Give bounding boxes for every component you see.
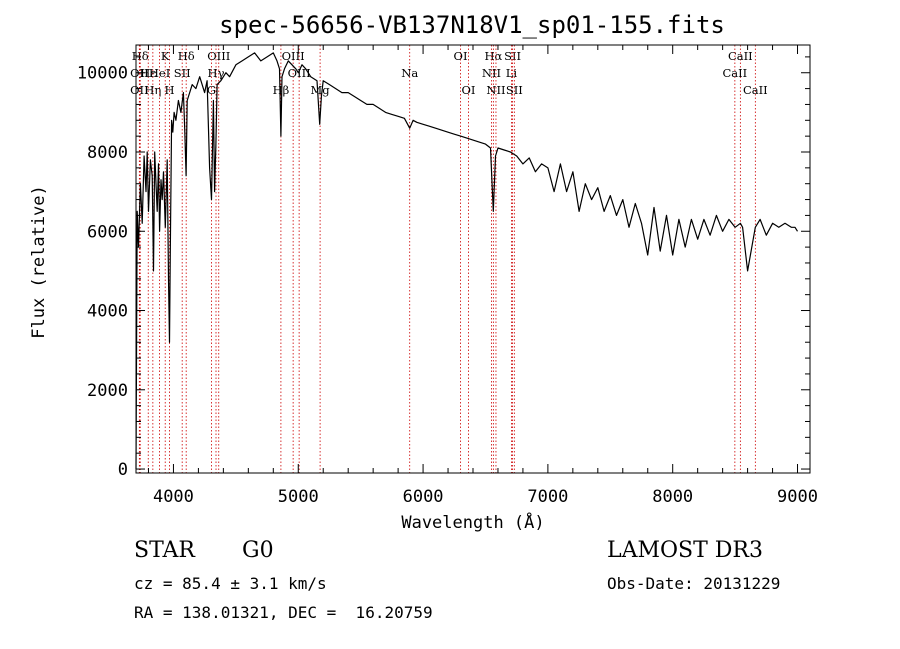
- marker-label: H: [165, 83, 175, 97]
- object-subclass: G0: [242, 538, 274, 563]
- marker-label: OIII: [207, 49, 230, 63]
- marker-label: Hε: [140, 66, 156, 80]
- marker-label: OI: [454, 49, 468, 63]
- x-tick-label: 7000: [527, 487, 568, 507]
- x-tick-label: 6000: [403, 487, 444, 507]
- marker-label: HeI: [149, 66, 170, 80]
- marker-label: OIII: [282, 49, 305, 63]
- redshift-info: cz = 85.4 ± 3.1 km/s: [134, 574, 327, 593]
- y-tick-label: 6000: [87, 222, 128, 242]
- marker-label: Li: [506, 66, 518, 80]
- x-tick-label: 4000: [153, 487, 194, 507]
- y-axis-label: Flux (relative): [29, 185, 49, 339]
- observation-date: Obs-Date: 20131229: [607, 574, 781, 593]
- y-tick-label: 2000: [87, 381, 128, 401]
- chart-title: spec-56656-VB137N18V1_sp01-155.fits: [219, 11, 725, 39]
- marker-label: SII: [504, 49, 521, 63]
- marker-label: OII: [130, 83, 149, 97]
- marker-label: K: [161, 49, 170, 63]
- marker-label: Hη: [144, 83, 161, 97]
- marker-label: Hβ: [273, 83, 290, 97]
- marker-label: Hδ: [178, 49, 195, 63]
- coordinates: RA = 138.01321, DEC = 16.20759: [134, 603, 433, 622]
- y-tick-label: 8000: [87, 143, 128, 163]
- marker-label: Hδ: [132, 49, 149, 63]
- plot-frame: [135, 44, 811, 474]
- marker-label: CaII: [722, 66, 747, 80]
- marker-label: OIII: [288, 66, 311, 80]
- spectrum-line: [135, 52, 799, 470]
- y-tick-label: 0: [118, 460, 128, 480]
- marker-label: SII: [174, 66, 191, 80]
- x-tick-label: 9000: [777, 487, 818, 507]
- marker-label: OI: [462, 83, 476, 97]
- marker-label: Na: [401, 66, 418, 80]
- marker-label: Hα: [484, 49, 502, 63]
- survey-name: LAMOST DR3: [607, 538, 763, 563]
- marker-label: NII: [486, 83, 505, 97]
- x-tick-label: 8000: [652, 487, 693, 507]
- marker-label: CaII: [743, 83, 768, 97]
- axis-ticks: 4000 5000 6000 7000 8000 9000 0 2000 4000 6000 800…: [77, 45, 818, 507]
- marker-label: CaII: [728, 49, 753, 63]
- x-axis-label: Wavelength (Å): [401, 511, 544, 533]
- marker-label: G: [207, 83, 216, 97]
- marker-label: SII: [506, 83, 523, 97]
- marker-label: NII: [482, 66, 501, 80]
- y-tick-label: 10000: [77, 64, 128, 84]
- y-tick-label: 4000: [87, 302, 128, 322]
- object-class: STAR: [134, 538, 195, 563]
- x-tick-label: 5000: [278, 487, 319, 507]
- marker-label: Mg: [311, 83, 331, 97]
